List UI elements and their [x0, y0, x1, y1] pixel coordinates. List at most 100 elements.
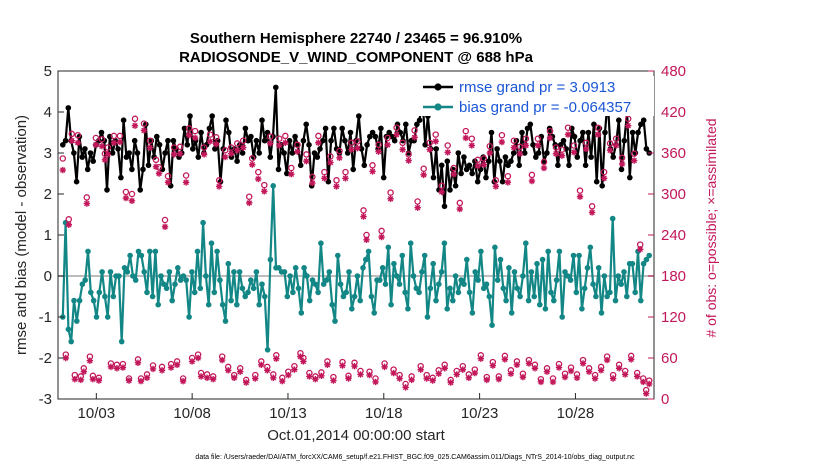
obs-assimilated-marker [215, 183, 223, 190]
obs-assimilated-marker [107, 363, 115, 371]
obs-assimilated-marker [149, 365, 157, 373]
obs-assimilated-marker [372, 378, 379, 386]
obs-possible-marker [104, 144, 112, 151]
obs-assimilated-marker [537, 378, 545, 386]
rmse-point [234, 158, 240, 164]
bias-point [590, 281, 596, 288]
obs-assimilated-marker [486, 149, 494, 157]
bias-point [385, 244, 392, 251]
bias-point [332, 318, 338, 324]
obs-assimilated-marker [98, 142, 106, 150]
bias-point [450, 297, 456, 304]
legend: rmse grand pr = 3.0913 bias grand pr = -… [418, 76, 654, 116]
obs-possible-marker [221, 147, 229, 154]
bias-point [469, 310, 476, 316]
rmse-point [455, 150, 462, 156]
bias-point [478, 248, 484, 255]
obs-possible-marker [510, 137, 518, 144]
bias-point [528, 269, 535, 275]
obs-count-series [59, 115, 653, 397]
obs-assimilated-marker [357, 371, 364, 378]
obs-assimilated-marker [408, 376, 415, 384]
obs-assimilated-marker [327, 159, 334, 166]
rmse-point [369, 129, 376, 136]
chart-title: Southern Hemisphere 22740 / 23465 = 96.9… [190, 30, 522, 47]
rmse-point [123, 154, 130, 160]
obs-assimilated-marker [432, 138, 439, 145]
obs-assimilated-marker [393, 131, 400, 138]
obs-possible-marker [528, 171, 536, 179]
rmse-point [104, 187, 110, 193]
y-tick-label: 2 [44, 186, 52, 203]
obs-assimilated-marker [573, 374, 581, 382]
rmse-point [414, 121, 420, 128]
bias-point [304, 273, 310, 279]
obs-assimilated-marker [643, 390, 650, 397]
obs-possible-marker [600, 168, 608, 176]
obs-assimilated-marker [221, 153, 229, 161]
legend-rmse-marker [434, 83, 442, 91]
obs-possible-marker [411, 127, 418, 134]
bias-point [416, 289, 422, 296]
bias-point [147, 248, 153, 255]
rmse-point [98, 129, 105, 136]
obs-assimilated-marker [155, 170, 163, 177]
rmse-point [209, 113, 215, 119]
rmse-point [331, 125, 337, 132]
obs-possible-marker [116, 132, 124, 140]
obs-assimilated-marker [306, 373, 313, 380]
obs-assimilated-marker [65, 221, 73, 228]
bias-point [135, 248, 142, 255]
x-tick-label: 10/23 [461, 405, 499, 422]
obs-possible-marker [170, 144, 178, 151]
rmse-point [474, 178, 481, 185]
bias-point [455, 289, 462, 296]
bias-point [424, 314, 431, 320]
bias-point [309, 277, 316, 283]
bias-point [169, 297, 175, 304]
bias-point [93, 314, 100, 320]
obs-possible-marker [255, 168, 262, 176]
bias-point [537, 301, 543, 308]
bias-point [514, 285, 521, 292]
bias-point [222, 318, 229, 324]
bias-point [346, 269, 352, 275]
obs-assimilated-marker [555, 364, 563, 371]
obs-possible-marker [191, 127, 199, 135]
obs-assimilated-marker [646, 380, 653, 388]
bias-point [281, 269, 288, 275]
rmse-point [261, 137, 268, 144]
bias-point [584, 265, 591, 271]
obs-possible-marker [200, 144, 208, 151]
rmse-point [115, 146, 121, 152]
bias-point [163, 285, 170, 292]
obs-assimilated-marker [119, 364, 127, 371]
bias-point [85, 248, 91, 255]
obs-possible-marker [594, 124, 602, 131]
bias-point [371, 310, 378, 316]
rmse-point [339, 125, 346, 132]
rmse-point [585, 129, 592, 136]
bias-point [393, 273, 400, 279]
bias-point [155, 301, 161, 308]
obs-possible-marker [98, 136, 106, 143]
rmse-point [118, 174, 124, 181]
obs-possible-marker [534, 135, 542, 142]
obs-assimilated-marker [456, 205, 463, 213]
obs-assimilated-marker [477, 355, 485, 362]
bias-point [511, 269, 518, 275]
obs-assimilated-marker [173, 361, 181, 369]
rmse-point [627, 174, 633, 181]
obs-assimilated-marker [363, 236, 370, 243]
rmse-point [486, 158, 492, 164]
obs-assimilated-marker [483, 376, 491, 384]
bias-point [458, 277, 465, 283]
bias-point [284, 293, 291, 300]
chart-subtitle: RADIOSONDE_V_WIND_COMPONENT @ 688 hPa [179, 49, 534, 66]
rmse-point [281, 150, 287, 156]
rmse-point [527, 121, 534, 128]
obs-assimilated-marker [227, 150, 235, 157]
y-tick-label: 0 [44, 268, 52, 285]
bias-point [464, 256, 470, 263]
rmse-point [342, 137, 348, 144]
